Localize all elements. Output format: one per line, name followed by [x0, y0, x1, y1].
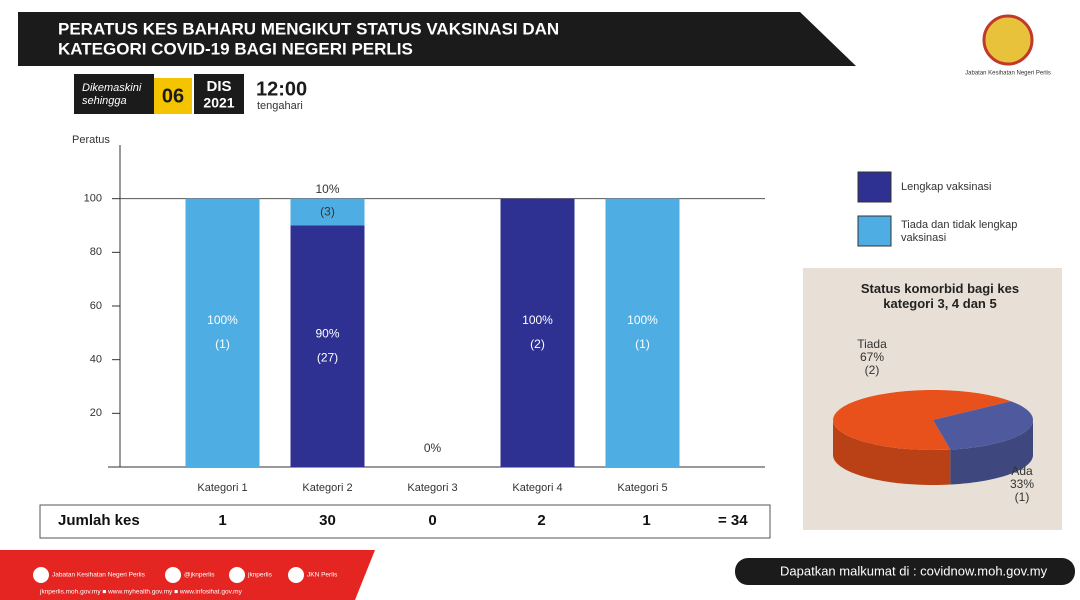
- legend-label: Lengkap vaksinasi: [901, 181, 992, 193]
- icon: [33, 567, 49, 583]
- table-value: 1: [642, 512, 650, 529]
- legend-swatch: [857, 215, 892, 247]
- time: 12:00: [256, 78, 307, 100]
- legend-label: Tiada dan tidak lengkap vaksinasi: [901, 219, 1017, 244]
- social-item: jknperlis: [247, 572, 273, 579]
- value-label: 100%: [207, 313, 238, 327]
- pie-side: [950, 420, 1033, 485]
- count-label: (3): [320, 204, 335, 218]
- x-tick-label: Kategori 1: [197, 482, 247, 494]
- header-band: [18, 12, 856, 66]
- y-tick-label: 80: [90, 246, 102, 258]
- day-box: [154, 78, 192, 114]
- x-tick-label: Kategori 5: [617, 482, 667, 494]
- pie-side: [833, 420, 951, 485]
- social-item: Jabatan Kesihatan Negeri Perlis: [52, 572, 146, 579]
- icon: [229, 567, 245, 583]
- time-note: tengahari: [257, 100, 303, 112]
- table-label: Jumlah kes: [58, 512, 140, 529]
- crest: [982, 14, 1034, 66]
- value-label: 10%: [315, 182, 339, 196]
- updated: Dikemaskini: [82, 82, 142, 94]
- month: DIS: [206, 78, 231, 95]
- table-value: 2: [537, 512, 545, 529]
- pie-title: Status komorbid bagi kes kategori 3, 4 da…: [861, 281, 1019, 311]
- table-value: 1: [218, 512, 226, 529]
- bar-segment: [185, 198, 260, 467]
- y-tick-label: 40: [90, 354, 102, 366]
- pie-value: 67%: [860, 350, 884, 364]
- icon: [288, 567, 304, 583]
- table-value: 0: [428, 512, 436, 529]
- sites: jknperlis.moh.gov.my ■ www.myhealth.gov.…: [39, 589, 243, 596]
- info: Dapatkan malkumat di : covidnow.moh.gov.…: [780, 563, 1048, 578]
- footer-band: [0, 550, 375, 600]
- bar-segment: [605, 198, 680, 467]
- y-tick-label: 100: [84, 193, 102, 205]
- count-label: (27): [317, 350, 338, 364]
- table-value: 30: [319, 512, 336, 529]
- pie-value: 33%: [1010, 477, 1034, 491]
- pie-count: (2): [865, 363, 880, 377]
- legend-swatch: [857, 171, 892, 203]
- table-total: = 34: [718, 512, 748, 529]
- y-axis-label: Peratus: [72, 134, 110, 146]
- pie-slice: [933, 401, 1033, 450]
- day: 06: [162, 85, 184, 107]
- pie-count: (1): [1015, 490, 1030, 504]
- social: Jabatan Kesihatan Negeri Perlis @jknperl…: [33, 567, 338, 583]
- x-tick-label: Kategori 4: [512, 482, 562, 494]
- pie-slice: [833, 390, 1011, 450]
- updated-box: [74, 74, 154, 114]
- y-tick-label: 20: [90, 407, 102, 419]
- title: KATEGORI COVID-19 BAGI NEGERI PERLIS: [58, 39, 413, 58]
- year: 2021: [203, 95, 234, 111]
- value-label: 100%: [522, 313, 553, 327]
- pie-label: Tiada: [857, 337, 887, 351]
- social-item: @jknperlis: [184, 572, 215, 579]
- value-label: 100%: [627, 313, 658, 327]
- count-label: (2): [530, 337, 545, 351]
- title: PERATUS KES BAHARU MENGIKUT STATUS VAKSI…: [58, 19, 559, 38]
- x-tick-label: Kategori 3: [407, 482, 457, 494]
- x-tick-label: Kategori 2: [302, 482, 352, 494]
- value-label: 90%: [315, 326, 339, 340]
- info-band: [735, 558, 1075, 585]
- y-tick-label: 60: [90, 300, 102, 312]
- agency: Jabatan Kesihatan Negeri Perlis: [965, 71, 1051, 77]
- value-label: 0%: [424, 441, 442, 455]
- count-label: (1): [215, 337, 230, 351]
- pie-label: Ada: [1011, 464, 1033, 478]
- icon: [165, 567, 181, 583]
- bar-segment: [290, 225, 365, 467]
- updated: sehingga: [82, 95, 127, 107]
- bar-segment: [290, 198, 365, 226]
- social-item: JKN Perlis: [307, 572, 338, 579]
- table-box: [39, 504, 771, 539]
- month-box: [194, 74, 244, 114]
- bar-segment: [500, 198, 575, 467]
- count-label: (1): [635, 337, 650, 351]
